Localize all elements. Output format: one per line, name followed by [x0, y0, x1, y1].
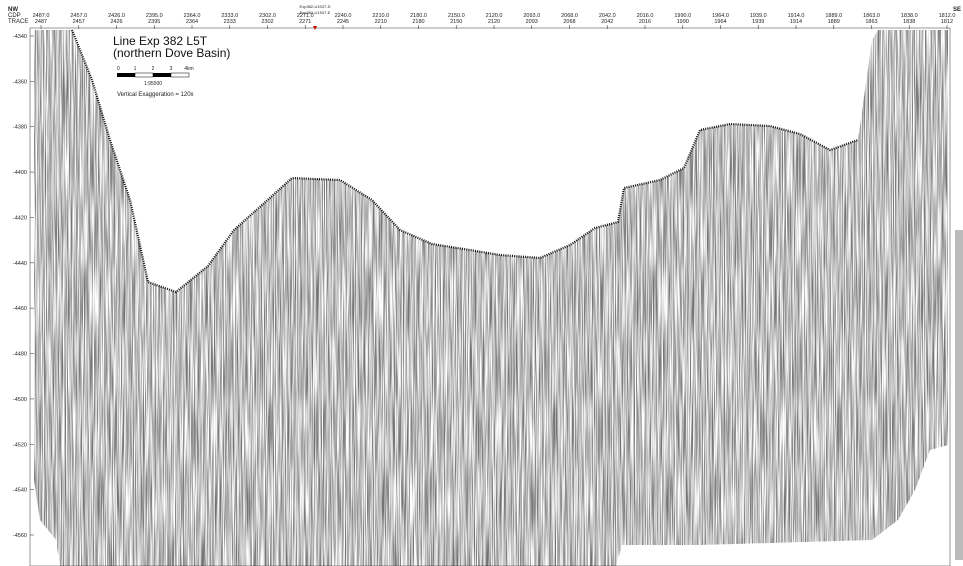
depth-tick-label: -4440	[13, 261, 27, 267]
trace-tick-label: 2271	[299, 19, 311, 25]
trace-tick-label: 2120	[488, 19, 500, 25]
trace-tick-label: 2042	[601, 19, 613, 25]
depth-tick-label: -4420	[13, 215, 27, 221]
trace-tick-label: 2150	[450, 19, 462, 25]
scale-tick-label: 3	[170, 66, 173, 72]
depth-tick-label: -4560	[13, 533, 27, 539]
trace-tick-label: 2457	[73, 19, 85, 25]
scale-bar	[117, 73, 189, 77]
scale-tick-label: 0	[117, 66, 120, 72]
trace-tick-label: 2068	[563, 19, 575, 25]
trace-tick-label: 1990	[677, 19, 689, 25]
trace-tick-label: 1889	[828, 19, 840, 25]
trace-tick-label: 2302	[261, 19, 273, 25]
trace-tick-label: 1863	[865, 19, 877, 25]
trace-tick-label: 2245	[337, 19, 349, 25]
trace-tick-label: 1964	[714, 19, 726, 25]
trace-tick-label: 2395	[148, 19, 160, 25]
trace-tick-label: 1838	[903, 19, 915, 25]
trace-tick-label: 1914	[790, 19, 802, 25]
trace-tick-label: 2210	[375, 19, 387, 25]
depth-tick-label: -4480	[13, 352, 27, 358]
scale-tick-label: 2	[152, 66, 155, 72]
depth-tick-label: -4340	[13, 34, 27, 40]
depth-tick-label: -4460	[13, 306, 27, 312]
trace-tick-label: 2426	[110, 19, 122, 25]
side-bar	[955, 230, 963, 560]
trace-tick-label: 1939	[752, 19, 764, 25]
title-line: (northern Dove Basin)	[113, 46, 230, 60]
depth-tick-label: -4380	[13, 125, 27, 131]
site-label: Exp382-U1537-E	[300, 10, 331, 15]
scale-tick-label: 4km	[184, 66, 193, 72]
trace-tick-label: 2333	[224, 19, 236, 25]
depth-tick-label: -4360	[13, 79, 27, 85]
trace-label: TRACE	[8, 19, 28, 25]
depth-tick-label: -4520	[13, 442, 27, 448]
trace-tick-label: 2016	[639, 19, 651, 25]
seismic-section: NWSECDPTRACE2487.024872457.024572426.024…	[0, 0, 963, 566]
depth-tick-label: -4540	[13, 488, 27, 494]
scale-ratio: 1:95000	[144, 81, 162, 87]
depth-tick-label: -4500	[13, 397, 27, 403]
trace-tick-label: 1812	[941, 19, 953, 25]
trace-tick-label: 2487	[35, 19, 47, 25]
site-label: Exp382-U1537-D	[300, 4, 331, 9]
depth-tick-label: -4400	[13, 170, 27, 176]
scale-tick-label: 1	[134, 66, 137, 72]
trace-tick-label: 2364	[186, 19, 198, 25]
vertical-exaggeration: Vertical Exaggeration = 120x	[117, 92, 194, 98]
trace-tick-label: 2180	[412, 19, 424, 25]
trace-tick-label: 2093	[526, 19, 538, 25]
